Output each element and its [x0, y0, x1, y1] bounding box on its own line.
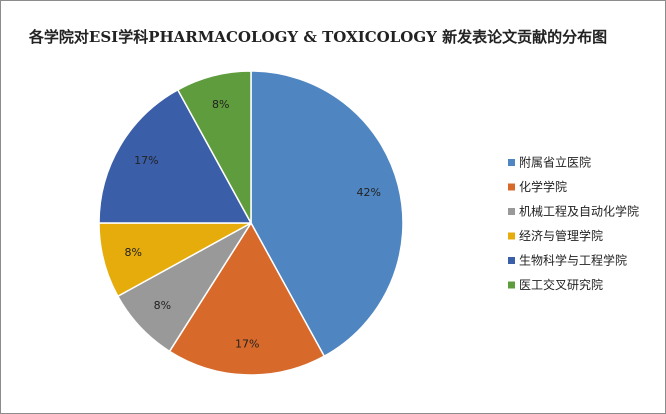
legend-label: 附属省立医院 — [519, 155, 591, 170]
legend-swatch — [508, 232, 515, 240]
legend-swatch — [508, 183, 515, 191]
legend-swatch — [508, 159, 515, 166]
chart-title: 各学院对ESI学科PHARMACOLOGY & TOXICOLOGY 新发表论文… — [28, 28, 607, 46]
data-label: 42% — [357, 186, 381, 199]
pie-slice — [98, 88, 253, 224]
data-label: 8% — [154, 299, 171, 312]
legend-swatch — [508, 281, 515, 289]
legend-label: 医工交叉研究院 — [519, 277, 603, 292]
legend-label: 经济与管理学院 — [519, 228, 603, 243]
pie-slice — [168, 221, 326, 376]
data-label: 17% — [134, 154, 158, 167]
legend-label: 化学学院 — [519, 179, 567, 194]
pie-slice — [250, 70, 404, 358]
legend-label: 机械工程及自动化学院 — [519, 204, 639, 219]
legend-swatch — [508, 208, 515, 215]
pie-slice — [176, 70, 252, 224]
data-label: 8% — [212, 98, 229, 111]
data-label: 8% — [124, 246, 141, 259]
legend-label: 生物科学与工程学院 — [519, 253, 627, 268]
legend-swatch — [508, 257, 515, 264]
data-label: 17% — [235, 338, 259, 351]
